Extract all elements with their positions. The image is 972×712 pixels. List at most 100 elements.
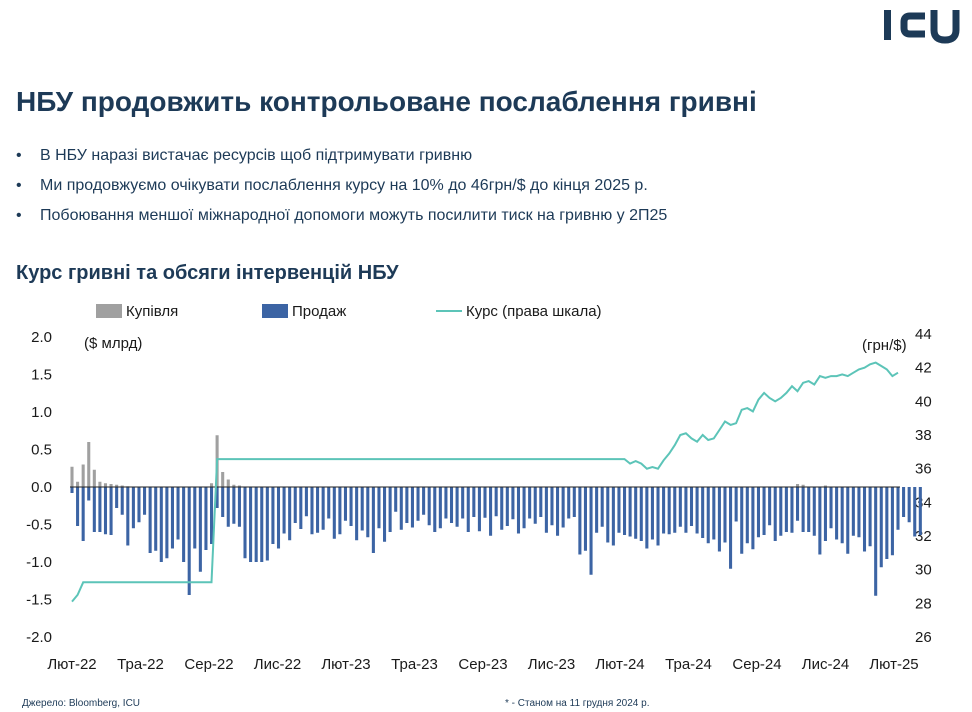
sell-bar [143, 487, 147, 515]
buy-bar [801, 484, 805, 487]
legend-label-rate: Курс (права шкала) [466, 303, 602, 320]
sell-bar [645, 487, 649, 549]
sell-bar [528, 487, 532, 519]
chart-title: Курс гривні та обсяги інтервенцій НБУ [16, 262, 399, 284]
sell-bar [131, 487, 135, 529]
sell-bar [628, 487, 632, 537]
sell-bar [472, 487, 476, 517]
sell-bar [890, 487, 894, 556]
sell-bar [673, 487, 677, 533]
sell-bar [366, 487, 370, 538]
left-tick-label: -1.0 [26, 554, 52, 571]
sell-bar [729, 487, 733, 569]
legend-swatch-sell [262, 304, 288, 318]
sell-bar [299, 487, 303, 529]
x-tick-label: Сер-23 [458, 656, 507, 673]
sell-bar [823, 487, 827, 541]
sell-bar [427, 487, 431, 526]
sell-bar [193, 487, 197, 549]
sell-bar [751, 487, 755, 550]
sell-bar [76, 487, 80, 526]
sell-bar [187, 487, 191, 595]
sell-bar [862, 487, 867, 552]
sell-bar [165, 487, 169, 559]
sell-bar [796, 487, 800, 521]
sell-bar [226, 487, 230, 527]
sell-bar [355, 487, 359, 541]
sell-bar [394, 487, 398, 512]
sell-bar [818, 487, 822, 555]
date-note: * - Станом на 11 грудня 2024 р. [505, 698, 650, 709]
sell-bar [232, 487, 236, 524]
sell-bar [204, 487, 208, 550]
sell-bar [684, 487, 688, 533]
sell-bar [790, 487, 794, 533]
buy-bar [98, 481, 102, 487]
sell-bar [611, 487, 615, 546]
legend-label-buy: Купівля [126, 303, 178, 320]
sell-bar [768, 487, 772, 526]
sell-bar [918, 487, 922, 535]
legend-label-sell: Продаж [292, 303, 346, 320]
x-tick-label: Лют-25 [869, 656, 918, 673]
sell-bar [589, 487, 593, 575]
sell-bar [885, 487, 889, 559]
sell-bar [304, 487, 308, 517]
sell-bar [868, 487, 872, 547]
x-tick-label: Лис-23 [528, 656, 575, 673]
sell-bar [371, 487, 375, 553]
source-note: Джерело: Bloomberg, ICU [22, 698, 141, 709]
buy-bar [237, 485, 241, 487]
sell-bar [689, 487, 694, 526]
sell-bar [148, 487, 152, 553]
sell-bar [835, 487, 839, 540]
sell-bar [81, 487, 85, 541]
x-tick-label: Тра-23 [391, 656, 438, 673]
sell-bar [723, 487, 727, 543]
sell-bar [896, 487, 900, 530]
sell-bar [438, 487, 442, 529]
sell-bar [332, 487, 336, 539]
sell-bar [349, 487, 353, 526]
sell-bar [516, 487, 521, 534]
sell-bar [617, 487, 621, 533]
sell-bar [288, 487, 292, 541]
sell-bar [533, 487, 537, 524]
sell-bar [874, 487, 878, 596]
sell-bar [276, 487, 281, 549]
x-tick-label: Тра-22 [117, 656, 164, 673]
sell-bar [115, 487, 119, 508]
sell-bar [695, 487, 699, 534]
sell-bar [567, 487, 571, 519]
sell-bar [756, 487, 761, 538]
sell-bar [712, 487, 716, 540]
sell-bar [221, 487, 225, 517]
sell-bar [477, 487, 481, 532]
sell-bar [846, 487, 850, 554]
sell-bar [170, 487, 174, 549]
x-tick-label: Лис-22 [254, 656, 301, 673]
sell-bar [784, 487, 788, 532]
sell-bar [483, 487, 487, 518]
sell-bar [678, 487, 682, 527]
sell-bar [662, 487, 666, 534]
icu-logo-mark [884, 10, 960, 44]
sell-bar [316, 487, 320, 533]
bullet-item: Ми продовжуємо очікувати послаблення кур… [14, 176, 667, 206]
buy-bar [81, 464, 85, 487]
buy-bar [87, 442, 91, 487]
sell-bar [879, 487, 883, 568]
sell-bar [449, 487, 454, 523]
x-tick-label: Лют-24 [595, 656, 644, 673]
left-tick-label: 0.0 [31, 479, 52, 496]
buy-bar [103, 483, 108, 487]
sell-bar [455, 487, 459, 527]
sell-bar [807, 487, 811, 532]
sell-bar [667, 487, 671, 535]
buy-bar [109, 484, 113, 487]
sell-bar [734, 487, 738, 522]
sell-bar [416, 487, 420, 521]
sell-bar [159, 487, 163, 562]
sell-bar [522, 487, 526, 529]
sell-bar [310, 487, 314, 535]
